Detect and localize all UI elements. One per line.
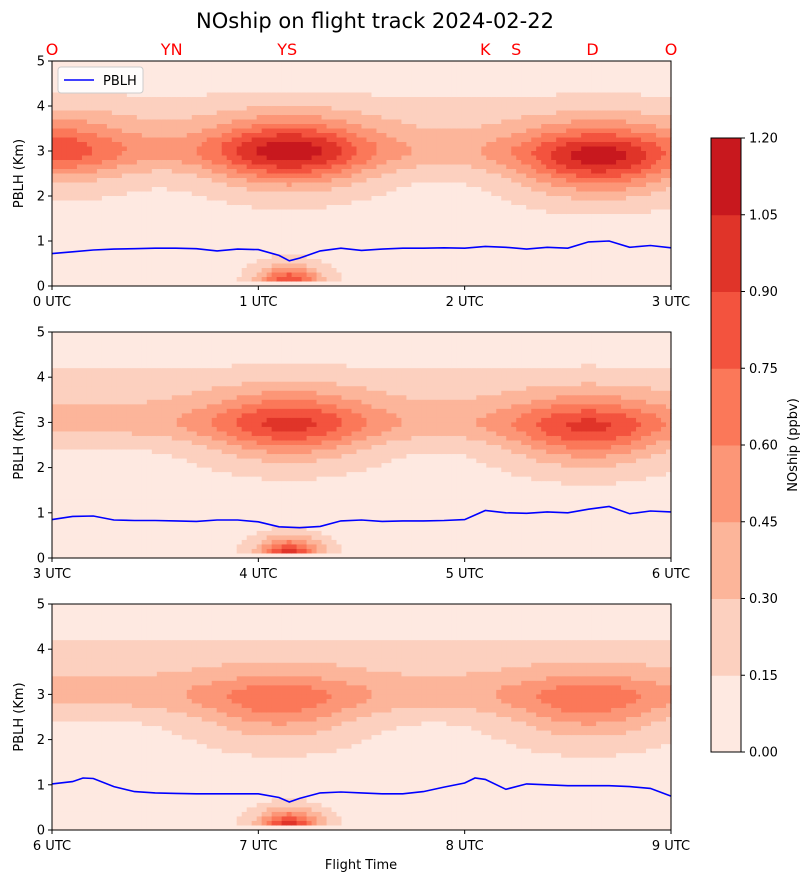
panels: 0 1 2 3 4 5 0 UTC 1 UTC 2 UTC 3 UTC PBLH (Km) 0 1 2 3 4…	[12, 55, 690, 855]
colorbar: 0.00 0.15 0.30 0.45 0.60 0.75 0.90 1.05 1.20 NOsh…	[710, 132, 801, 761]
location-marker: YN	[160, 40, 183, 59]
y-tick-label: 2	[37, 190, 45, 205]
x-tick-label: 0 UTC	[33, 295, 71, 310]
y-tick-label: 4	[37, 100, 45, 115]
y-tick-label: 5	[37, 598, 45, 613]
colorbar-tick-label: 0.75	[749, 362, 778, 377]
colorbar-tick-label: 0.15	[749, 669, 778, 684]
colorbar-tick-label: 0.60	[749, 439, 778, 454]
x-tick-label: 8 UTC	[446, 839, 484, 854]
pblh-line-3	[51, 777, 672, 803]
y-tick-label: 3	[37, 416, 45, 431]
y-tick-label: 2	[37, 461, 45, 476]
y-tick-label: 1	[37, 506, 45, 521]
pblh-line-2	[51, 505, 672, 529]
y-tick-label: 0	[37, 552, 45, 567]
y-tick-label: 0	[37, 280, 45, 295]
colorbar-segment	[711, 291, 741, 369]
colorbar-tick-label: 0.90	[749, 285, 778, 300]
location-marker: K	[480, 40, 491, 59]
x-tick-label: 6 UTC	[33, 839, 71, 854]
colorbar-label: NOship (ppbv)	[786, 398, 801, 492]
legend-entry: PBLH	[103, 74, 137, 89]
y-tick-label: 4	[37, 643, 45, 658]
y-tick-label: 3	[37, 688, 45, 703]
x-tick-label: 2 UTC	[446, 295, 484, 310]
colorbar-tick-label: 0.45	[749, 515, 778, 530]
contour-field-3	[52, 604, 672, 831]
colorbar-segment	[711, 214, 741, 292]
legend: PBLH	[57, 66, 144, 94]
y-axis-label: PBLH (Km)	[12, 682, 27, 751]
x-axis-label: Flight Time	[325, 858, 397, 873]
panel-2: 0 1 2 3 4 5 3 UTC 4 UTC 5 UTC 6 UTC PBLH (Km)	[12, 326, 690, 583]
location-marker: YS	[276, 40, 297, 59]
y-tick-label: 1	[37, 235, 45, 250]
colorbar-tick-label: 1.05	[749, 208, 778, 223]
y-tick-label: 1	[37, 778, 45, 793]
y-tick-label: 2	[37, 733, 45, 748]
location-marker: D	[586, 40, 598, 59]
colorbar-segment	[711, 521, 741, 599]
location-marker: O	[665, 40, 678, 59]
contour-field-2	[52, 332, 672, 559]
y-tick-label: 0	[37, 824, 45, 839]
colorbar-segment	[711, 138, 741, 216]
y-axis-label: PBLH (Km)	[12, 139, 27, 208]
colorbar-segment	[711, 598, 741, 676]
contour-field-1	[52, 61, 672, 287]
panel-frame-3	[51, 603, 672, 831]
x-tick-label: 7 UTC	[239, 839, 277, 854]
colorbar-tick-label: 0.00	[749, 746, 778, 761]
y-tick-label: 3	[37, 145, 45, 160]
x-tick-label: 1 UTC	[239, 295, 277, 310]
colorbar-tick-label: 0.30	[749, 592, 778, 607]
y-tick-label: 4	[37, 371, 45, 386]
pblh-line-1	[51, 240, 672, 262]
location-marker: O	[46, 40, 59, 59]
colorbar-segment	[711, 445, 741, 523]
panel-frame-1	[51, 60, 672, 287]
x-tick-label: 6 UTC	[652, 567, 690, 582]
x-tick-label: 4 UTC	[239, 567, 277, 582]
x-tick-label: 3 UTC	[652, 295, 690, 310]
legend-box	[57, 66, 144, 94]
y-tick-label: 5	[37, 55, 45, 70]
figure-title: NOship on flight track 2024-02-22	[196, 9, 554, 33]
panel-1: 0 1 2 3 4 5 0 UTC 1 UTC 2 UTC 3 UTC PBLH (Km)	[12, 55, 690, 311]
y-axis-label: PBLH (Km)	[12, 410, 27, 479]
panel-3: 0 1 2 3 4 5 6 UTC 7 UTC 8 UTC 9 UTC PBLH (Km)	[12, 598, 690, 855]
x-tick-label: 5 UTC	[446, 567, 484, 582]
x-tick-label: 3 UTC	[33, 567, 71, 582]
colorbar-segment	[711, 368, 741, 446]
panel-frame-2	[51, 331, 672, 559]
x-tick-label: 9 UTC	[652, 839, 690, 854]
location-marker: S	[511, 40, 521, 59]
y-tick-label: 5	[37, 326, 45, 341]
location-marker-row: O YN YS K S D O	[46, 40, 678, 59]
colorbar-tick-label: 1.20	[749, 132, 778, 147]
colorbar-segment	[711, 675, 741, 753]
